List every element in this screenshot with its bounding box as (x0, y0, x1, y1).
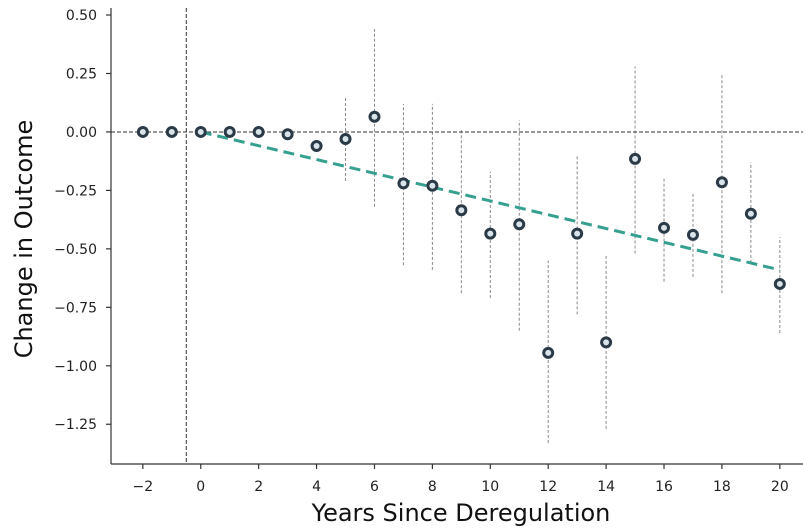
y-tick-label: 0.25 (66, 66, 97, 82)
data-point (397, 177, 410, 190)
x-tick-label: −2 (133, 479, 154, 495)
data-point (455, 204, 468, 217)
data-point (542, 346, 555, 359)
y-tick-label: −0.25 (54, 183, 97, 199)
data-point (484, 227, 497, 240)
x-tick-label: 14 (597, 479, 615, 495)
x-tick-label: 4 (312, 479, 321, 495)
y-tick-label: 0.50 (66, 8, 97, 24)
data-point (339, 132, 352, 145)
error-bars (345, 29, 781, 443)
x-tick-label: 8 (428, 479, 437, 495)
data-point (571, 227, 584, 240)
y-axis-label: Change in Outcome (10, 120, 38, 359)
x-ticks: −2 0 2 4 6 8 10 12 14 16 18 20 (133, 464, 789, 495)
plot-area (111, 8, 803, 464)
data-point (426, 179, 439, 192)
x-tick-label: 10 (481, 479, 499, 495)
data-point (773, 277, 786, 290)
x-tick-label: 20 (771, 479, 789, 495)
data-point (310, 139, 323, 152)
y-tick-label: −0.50 (54, 242, 97, 258)
data-point (513, 218, 526, 231)
data-point (281, 128, 294, 141)
x-tick-label: 18 (713, 479, 731, 495)
x-tick-label: 16 (655, 479, 673, 495)
x-tick-label: 2 (254, 479, 263, 495)
data-point (686, 228, 699, 241)
x-tick-label: 0 (196, 479, 205, 495)
y-tick-label: 0.00 (66, 125, 97, 141)
data-point (136, 125, 149, 138)
data-point (658, 221, 671, 234)
x-tick-label: 12 (539, 479, 557, 495)
y-tick-label: −1.25 (54, 417, 97, 433)
data-point (252, 125, 265, 138)
x-tick-label: 6 (370, 479, 379, 495)
y-tick-label: −1.00 (54, 359, 97, 375)
data-point (744, 207, 757, 220)
data-point (194, 125, 207, 138)
data-point (165, 125, 178, 138)
x-axis-label: Years Since Deregulation (311, 499, 611, 527)
data-point (368, 110, 381, 123)
data-point (629, 152, 642, 165)
y-ticks: 0.50 0.25 0.00 −0.25 −0.50 −0.75 −1.00 −1.25 (54, 8, 111, 433)
data-point (600, 336, 613, 349)
trend-line (200, 130, 781, 272)
data-points (136, 110, 786, 359)
data-point (715, 176, 728, 189)
y-tick-label: −0.75 (54, 300, 97, 316)
data-point (223, 125, 236, 138)
